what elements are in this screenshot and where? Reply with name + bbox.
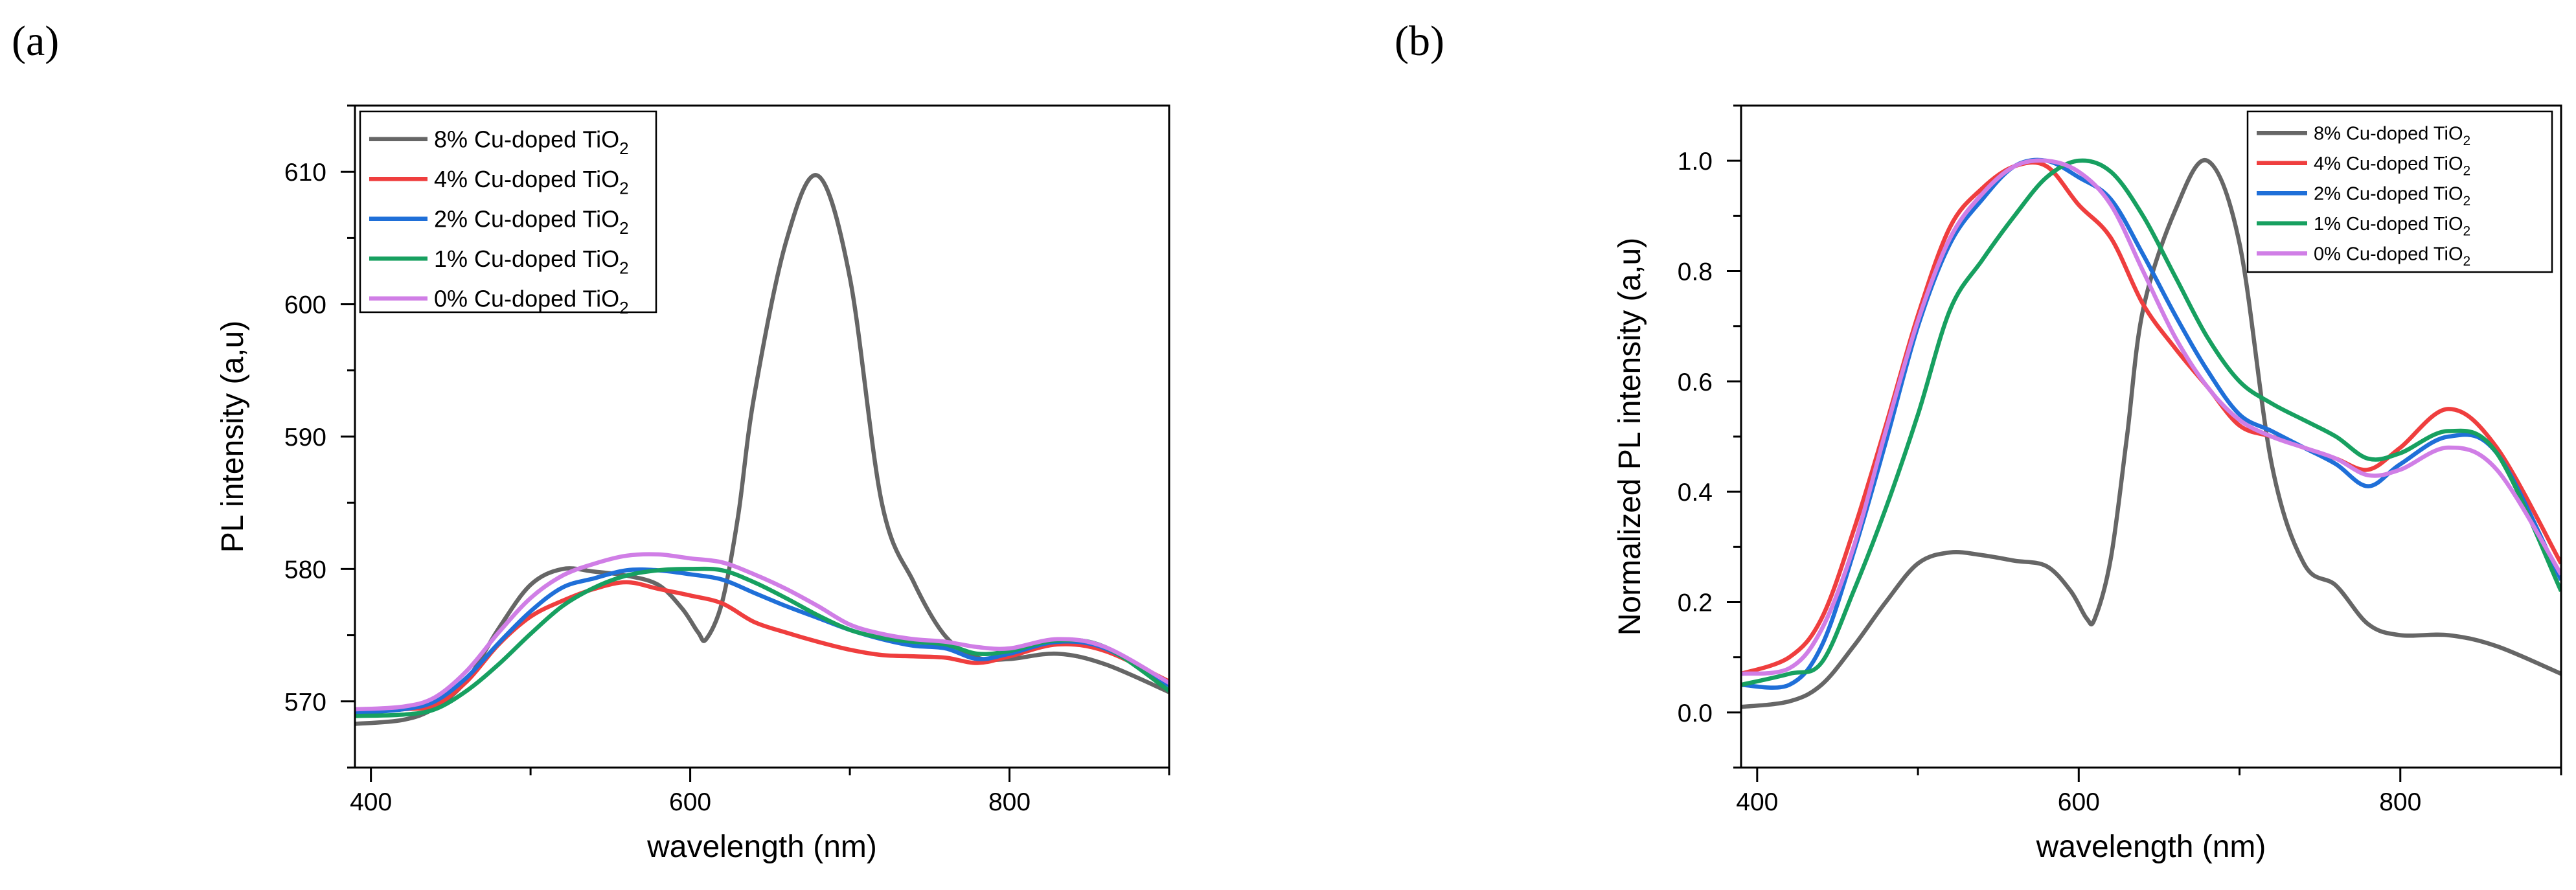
panel-label: (b) bbox=[1395, 17, 1444, 65]
x-tick-label: 800 bbox=[988, 788, 1031, 816]
legend: 8% Cu-doped TiO2 4% Cu-doped TiO2 2% Cu-do… bbox=[359, 110, 657, 317]
legend-label: 8% Cu-doped TiO2 bbox=[2314, 123, 2470, 148]
series-line-8pct bbox=[1741, 157, 2561, 709]
y-tick-label: 580 bbox=[284, 556, 326, 584]
legend: 8% Cu-doped TiO2 4% Cu-doped TiO2 2% Cu-do… bbox=[2246, 110, 2553, 273]
legend-label: 2% Cu-doped TiO2 bbox=[2314, 183, 2470, 209]
x-tick-label: 600 bbox=[2058, 788, 2100, 816]
series-line-1pct bbox=[355, 566, 1169, 718]
legend-label: 0% Cu-doped TiO2 bbox=[434, 285, 629, 317]
y-tick-label: 1.0 bbox=[1678, 148, 1713, 176]
y-axis-title: Normalized PL intensity (a,u) bbox=[1613, 238, 1647, 635]
chart-panel-b: (b) 400 600 800 0.0 0.2 0.4 0.6 0.8 1.0 wavelength… bbox=[1395, 17, 2562, 864]
series-line-1pct bbox=[1741, 158, 2561, 687]
legend-label: 2% Cu-doped TiO2 bbox=[434, 205, 629, 238]
legend-label: 8% Cu-doped TiO2 bbox=[434, 126, 629, 158]
x-axis-title: wavelength (nm) bbox=[646, 830, 877, 864]
series-line-0pct bbox=[1741, 158, 2561, 676]
x-tick-label: 600 bbox=[669, 788, 711, 816]
y-tick-label: 0.8 bbox=[1678, 258, 1713, 286]
panel-label: (a) bbox=[12, 17, 59, 65]
y-tick-label: 600 bbox=[284, 291, 326, 319]
y-tick-label: 0.4 bbox=[1678, 479, 1713, 507]
legend-label: 4% Cu-doped TiO2 bbox=[2314, 154, 2470, 179]
legend-label: 1% Cu-doped TiO2 bbox=[2314, 214, 2470, 239]
x-tick-label: 800 bbox=[2379, 788, 2421, 816]
y-tick-label: 0.2 bbox=[1678, 589, 1713, 617]
legend-label: 4% Cu-doped TiO2 bbox=[434, 166, 629, 198]
legend-label: 1% Cu-doped TiO2 bbox=[434, 245, 629, 278]
y-tick-label: 0.0 bbox=[1678, 700, 1713, 727]
y-tick-label: 570 bbox=[284, 689, 326, 716]
series-line-2pct bbox=[355, 567, 1169, 716]
x-tick-label: 400 bbox=[1736, 788, 1778, 816]
series-line-2pct bbox=[1741, 157, 2561, 690]
y-tick-label: 610 bbox=[284, 159, 326, 187]
legend-box bbox=[359, 110, 657, 314]
y-tick-label: 590 bbox=[284, 424, 326, 451]
x-tick-label: 400 bbox=[350, 788, 392, 816]
y-tick-label: 0.6 bbox=[1678, 369, 1713, 396]
y-axis-title: PL intensity (a,u) bbox=[216, 321, 250, 553]
series-line-0pct bbox=[355, 552, 1169, 712]
x-axis-title: wavelength (nm) bbox=[2036, 830, 2266, 864]
legend-label: 0% Cu-doped TiO2 bbox=[2314, 244, 2470, 269]
chart-panel-a: (a) 400 600 800 570 580 590 600 610 wavelength (n… bbox=[12, 17, 1170, 864]
